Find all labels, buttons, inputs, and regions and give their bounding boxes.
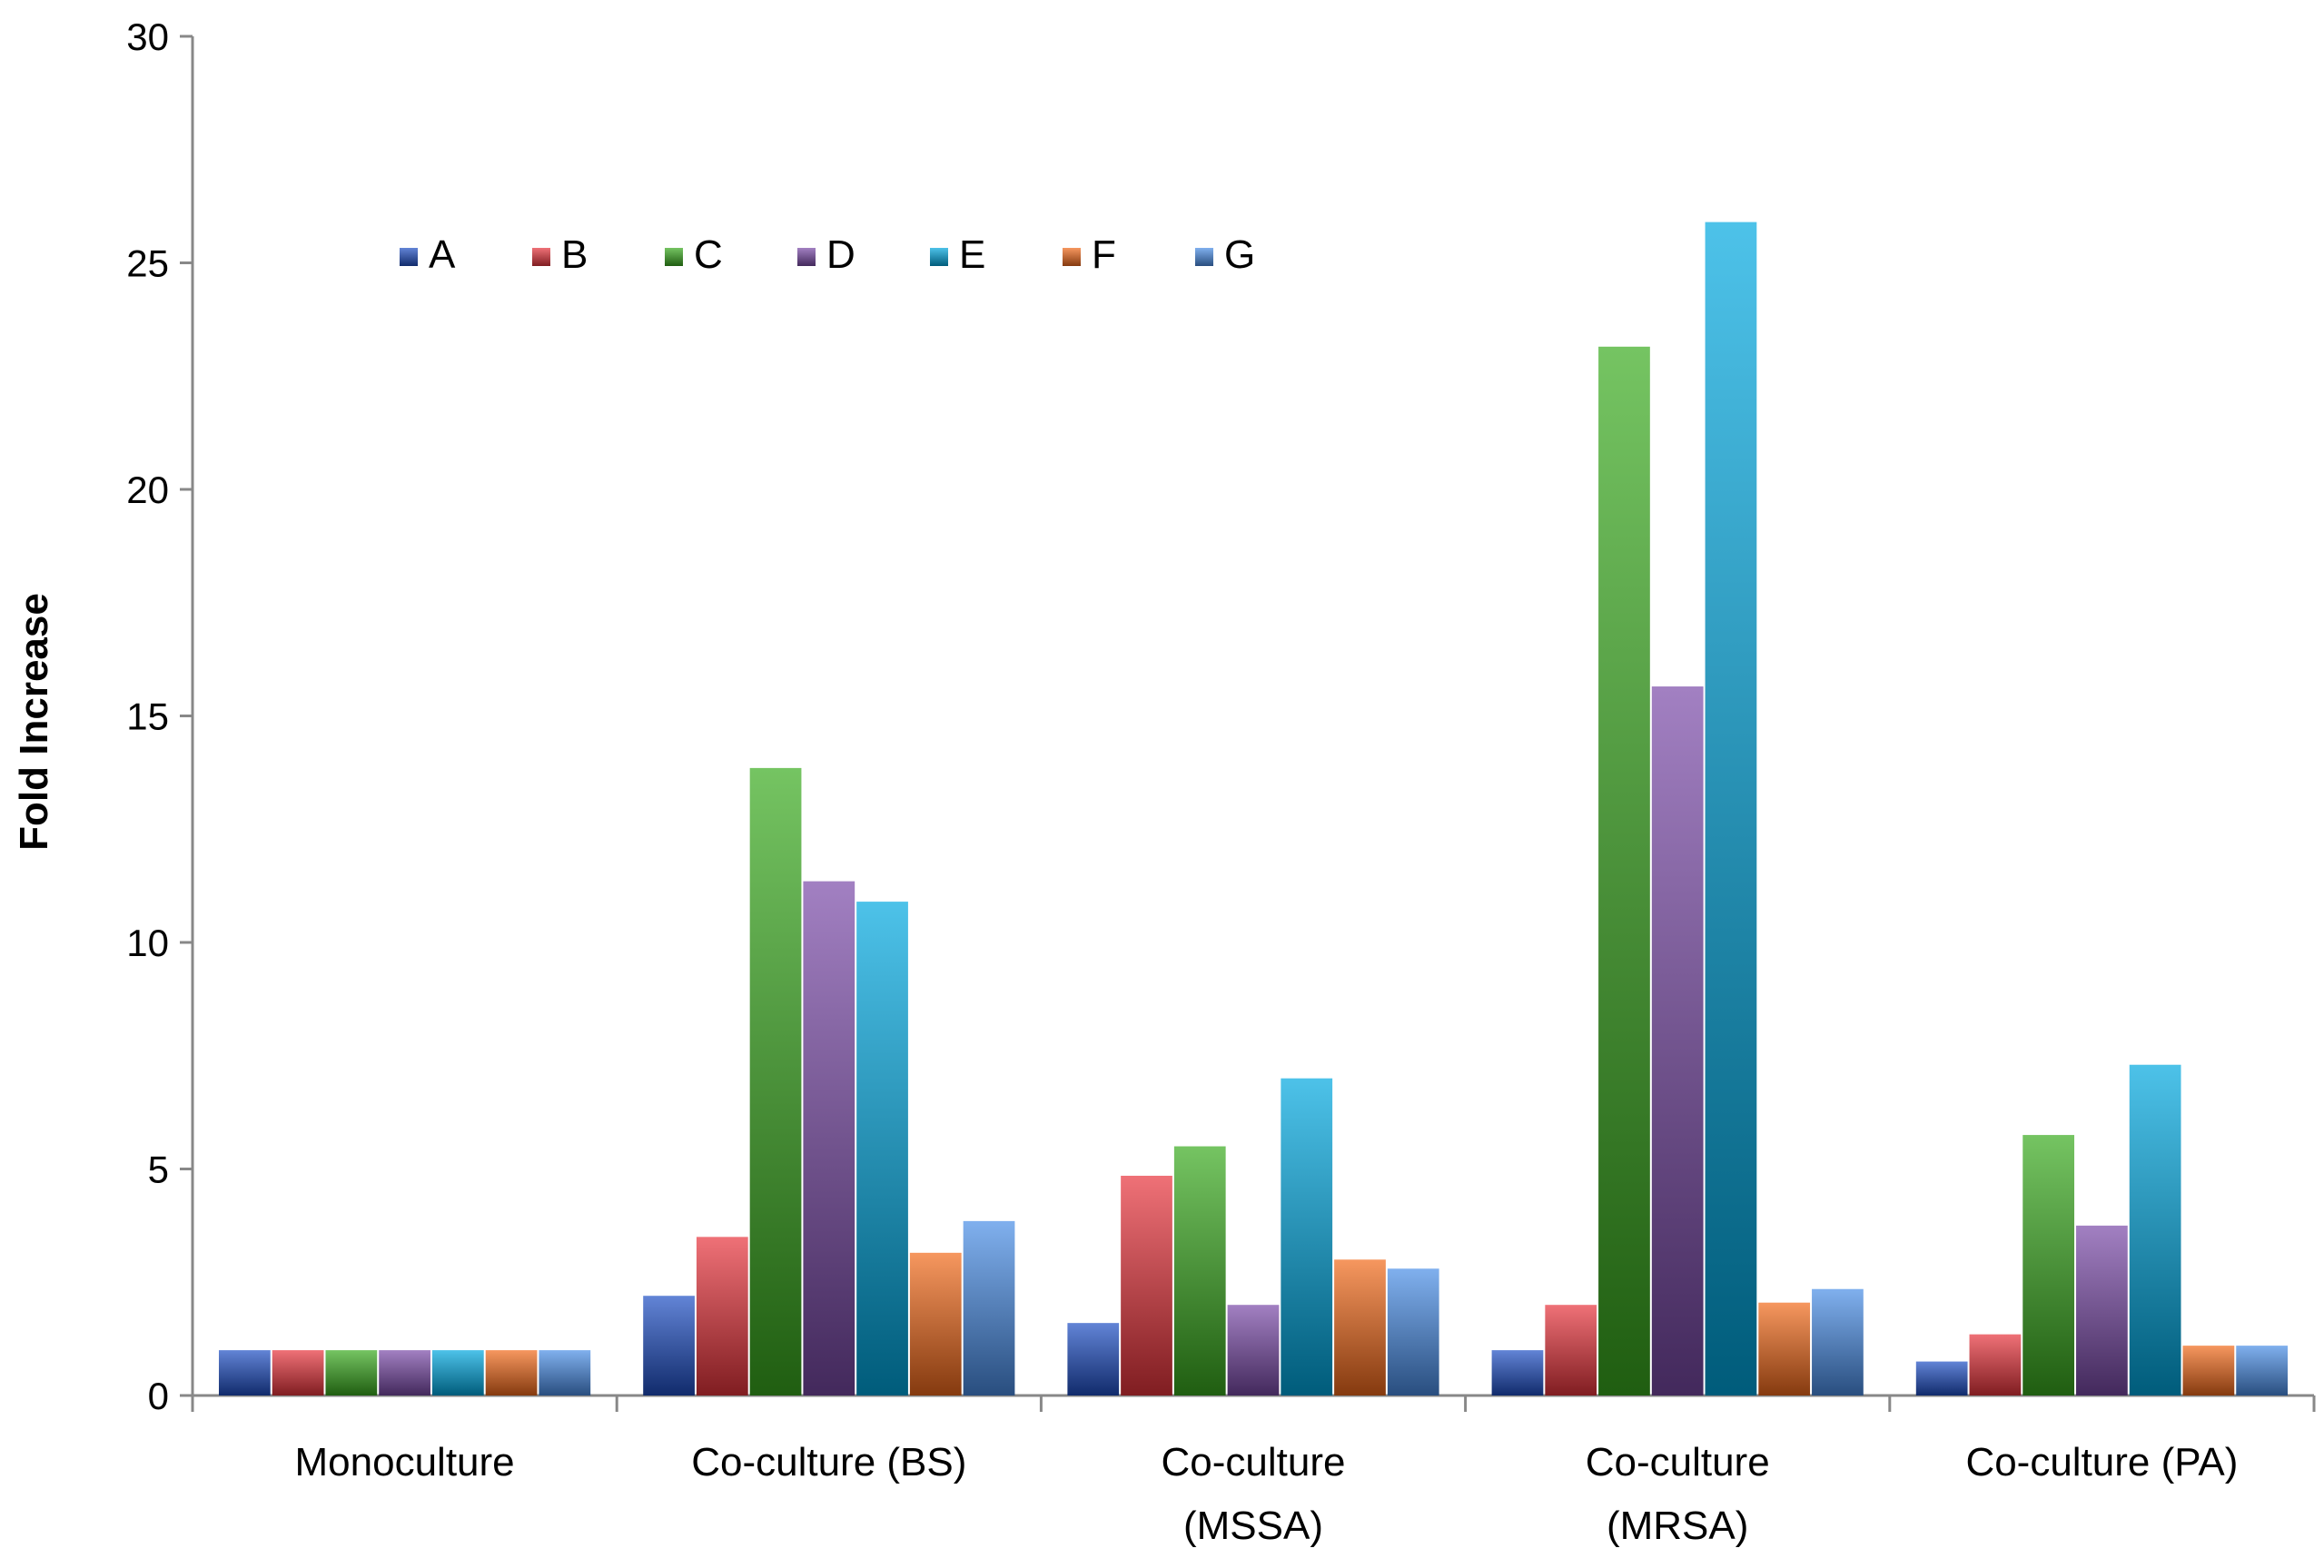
legend-swatch-D bbox=[797, 248, 816, 266]
legend-swatch-G bbox=[1195, 248, 1213, 266]
legend-label-D: D bbox=[826, 232, 855, 277]
bar-C-3 bbox=[1598, 346, 1650, 1396]
y-tick-label: 25 bbox=[126, 242, 169, 285]
bar-F-1 bbox=[909, 1252, 962, 1395]
bar-B-3 bbox=[1545, 1305, 1597, 1395]
bar-D-4 bbox=[2076, 1225, 2128, 1395]
bar-D-0 bbox=[379, 1350, 430, 1395]
bar-D-3 bbox=[1651, 686, 1704, 1395]
x-tick-label: Co-culture (PA) bbox=[1965, 1440, 2238, 1484]
bar-G-0 bbox=[539, 1350, 591, 1395]
bar-A-0 bbox=[219, 1350, 271, 1395]
bar-A-4 bbox=[1915, 1361, 1968, 1395]
bar-G-3 bbox=[1812, 1288, 1864, 1395]
y-axis-label: Fold Increase bbox=[12, 593, 56, 851]
bar-C-4 bbox=[2022, 1135, 2075, 1395]
bar-B-1 bbox=[696, 1237, 748, 1395]
legend-label-B: B bbox=[561, 232, 588, 277]
bar-A-1 bbox=[643, 1296, 695, 1395]
bar-E-2 bbox=[1281, 1078, 1333, 1395]
bar-F-2 bbox=[1334, 1259, 1386, 1395]
x-tick-label: Co-culture bbox=[1586, 1440, 1770, 1484]
bar-B-2 bbox=[1121, 1175, 1172, 1395]
y-tick-label: 30 bbox=[126, 15, 169, 58]
y-tick-label: 0 bbox=[148, 1375, 169, 1417]
bar-G-1 bbox=[963, 1220, 1015, 1395]
bar-A-3 bbox=[1491, 1350, 1544, 1395]
bar-C-1 bbox=[749, 767, 802, 1395]
legend-swatch-A bbox=[400, 248, 418, 266]
y-tick-label: 10 bbox=[126, 922, 169, 964]
bars bbox=[219, 222, 2288, 1396]
x-ticks: Monoculture Co-culture (BS) Co-culture (MSS… bbox=[191, 1395, 2316, 1548]
bar-C-0 bbox=[325, 1350, 378, 1395]
bar-A-2 bbox=[1067, 1323, 1120, 1395]
bar-F-4 bbox=[2182, 1346, 2235, 1395]
x-tick-label: (MSSA) bbox=[1183, 1504, 1323, 1548]
y-tick-label: 15 bbox=[126, 695, 169, 738]
legend: A B C D E F G bbox=[400, 232, 1255, 277]
bar-F-3 bbox=[1758, 1302, 1811, 1395]
bar-E-4 bbox=[2129, 1064, 2181, 1395]
legend-swatch-E bbox=[930, 248, 948, 266]
y-tick-label: 5 bbox=[148, 1149, 169, 1191]
bar-C-2 bbox=[1173, 1146, 1226, 1395]
y-ticks: 0 5 10 15 20 25 30 bbox=[126, 15, 193, 1417]
bar-F-0 bbox=[485, 1350, 538, 1395]
legend-swatch-C bbox=[665, 248, 683, 266]
legend-label-F: F bbox=[1092, 232, 1116, 277]
x-tick-label: Monoculture bbox=[295, 1440, 515, 1484]
legend-label-C: C bbox=[694, 232, 723, 277]
legend-label-E: E bbox=[959, 232, 985, 277]
legend-label-G: G bbox=[1224, 232, 1255, 277]
bar-B-0 bbox=[272, 1350, 324, 1395]
x-tick-label: (MRSA) bbox=[1607, 1504, 1748, 1548]
bar-G-2 bbox=[1387, 1268, 1439, 1395]
legend-swatch-B bbox=[532, 248, 550, 266]
bar-G-4 bbox=[2236, 1346, 2288, 1395]
legend-swatch-F bbox=[1063, 248, 1081, 266]
bar-D-1 bbox=[803, 881, 855, 1395]
bar-B-4 bbox=[1969, 1334, 2022, 1395]
bar-D-2 bbox=[1227, 1305, 1280, 1395]
legend-label-A: A bbox=[429, 232, 456, 277]
x-tick-label: Co-culture (BS) bbox=[691, 1440, 966, 1484]
x-tick-label: Co-culture bbox=[1162, 1440, 1346, 1484]
bar-E-1 bbox=[856, 902, 908, 1395]
y-tick-label: 20 bbox=[126, 468, 169, 511]
bar-E-3 bbox=[1705, 222, 1757, 1396]
bar-E-0 bbox=[431, 1350, 484, 1395]
